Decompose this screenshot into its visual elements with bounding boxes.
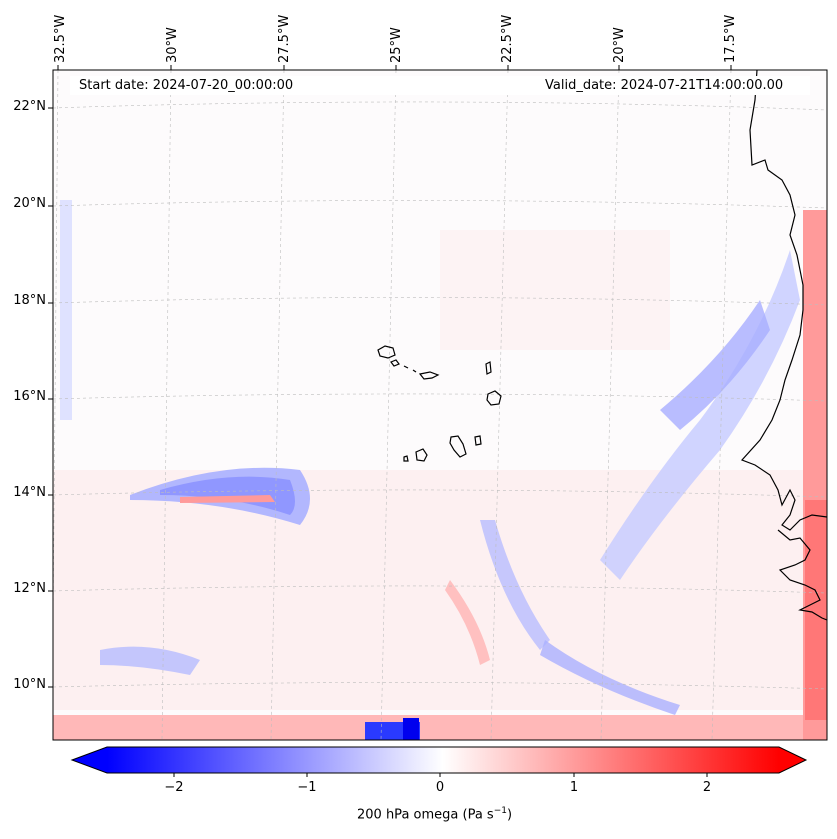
lon-label: 27.5°W [277,14,292,63]
colorbar-ticks [173,773,708,777]
colorbar-tick-label: −2 [164,780,184,795]
valid-date-label: Valid_date: 2024-07-21T14:00:00.00 [545,78,784,93]
lat-label: 16°N [13,389,46,404]
lat-label: 14°N [13,485,46,500]
colorbar [70,746,808,777]
colorbar-max-extend [779,747,806,773]
red-streak [445,580,490,665]
map-frame [52,69,828,741]
lat-label: 20°N [13,196,46,211]
colorbar-tick-label: −1 [297,780,317,795]
blue-streak [160,476,295,515]
lon-label: 20°W [612,27,627,63]
lat-label: 22°N [13,99,46,114]
colorbar-title: 200 hPa omega (Pa s−1) [357,806,513,823]
blue-streak [600,250,800,580]
lon-label: 30°W [165,27,180,63]
blue-streak [540,640,680,715]
blue-streak [60,200,72,420]
red-streak [180,495,275,503]
colorbar-outline [70,746,808,774]
graticule [53,70,827,740]
lon-label: 17.5°W [723,14,738,63]
colorbar-min-extend [72,747,107,773]
blue-streak [480,520,550,650]
header-strip [70,76,810,95]
lat-label: 10°N [13,677,46,692]
blue-streak [660,300,770,430]
lat-label: 18°N [13,293,46,308]
omega-field [53,70,827,740]
coastline [740,70,827,621]
lat-label: 12°N [13,581,46,596]
start-date-label: Start date: 2024-07-20_00:00:00 [79,78,294,93]
lon-label: 32.5°W [53,14,68,63]
cape-verde-islands [377,345,502,462]
lat-ticks [48,107,53,688]
colorbar-tick-label: 2 [702,780,712,795]
lon-ticks [57,65,732,70]
colorbar-tick-label: 0 [435,780,445,795]
lon-label: 22.5°W [500,14,515,63]
colorbar-tick-label: 1 [569,780,579,795]
lon-label: 25°W [389,27,404,63]
boundary-band-bottom [53,715,827,740]
blue-streak [100,646,200,675]
colorbar-body [107,747,779,773]
